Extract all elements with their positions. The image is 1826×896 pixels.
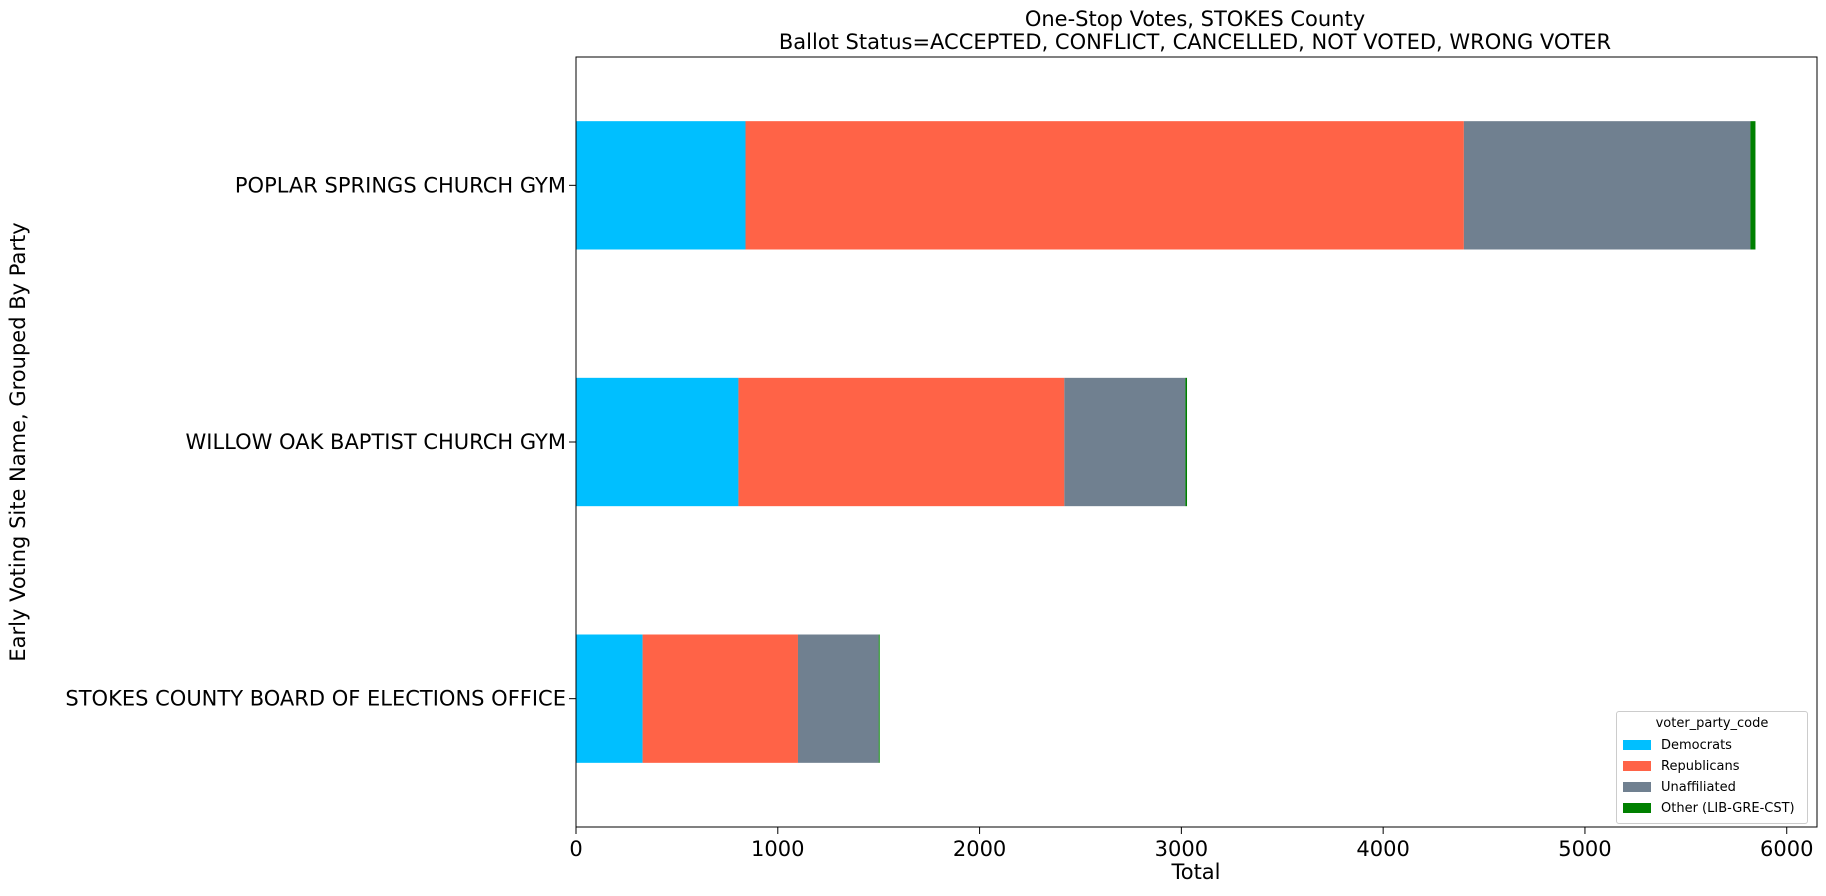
legend-label: Democrats: [1661, 737, 1732, 753]
bar-segment-other-lib-gre-cst-1: [1185, 377, 1188, 507]
bar-segment-unaffiliated-0: [1463, 121, 1751, 250]
chart-title: One-Stop Votes, STOKES County: [1025, 7, 1365, 31]
y-axis-label: Early Voting Site Name, Grouped By Party: [6, 222, 30, 661]
legend-label: Republicans: [1661, 758, 1740, 774]
y-tick-label: WILLOW OAK BAPTIST CHURCH GYM: [185, 430, 566, 454]
x-tick-label: 0: [569, 837, 582, 861]
legend: voter_party_code Democrats Republicans U…: [1616, 711, 1808, 824]
x-tick-label: 2000: [953, 837, 1006, 861]
legend-item-democrats: Democrats: [1623, 736, 1732, 754]
bar-segment-democrats-2: [576, 634, 643, 763]
legend-item-unaffiliated: Unaffiliated: [1623, 778, 1736, 796]
legend-swatch: [1623, 803, 1651, 813]
bar-segment-other-lib-gre-cst-0: [1750, 121, 1756, 250]
legend-label: Unaffiliated: [1661, 779, 1736, 795]
bar-segment-republicans-0: [745, 121, 1464, 250]
x-ticks: 0 1000 2000 3000 4000 5000 6000: [569, 827, 1813, 861]
x-tick-label: 1000: [751, 837, 804, 861]
bar-segment-democrats-1: [576, 377, 739, 507]
legend-title: voter_party_code: [1655, 716, 1769, 731]
bar-segment-republicans-2: [642, 634, 798, 763]
chart-subtitle: Ballot Status=ACCEPTED, CONFLICT, CANCEL…: [779, 30, 1611, 54]
x-tick-label: 4000: [1356, 837, 1409, 861]
bar-segment-unaffiliated-1: [1064, 377, 1186, 507]
bars-layer: [576, 121, 1756, 763]
legend-swatch: [1623, 782, 1651, 792]
bar-segment-democrats-0: [576, 121, 746, 250]
y-ticks: POPLAR SPRINGS CHURCH GYM WILLOW OAK BAPT…: [65, 173, 576, 711]
y-tick-label: POPLAR SPRINGS CHURCH GYM: [235, 173, 566, 197]
y-tick-label: STOKES COUNTY BOARD OF ELECTIONS OFFICE: [65, 687, 566, 711]
legend-item-other: Other (LIB-GRE-CST): [1623, 799, 1795, 817]
legend-swatch: [1623, 761, 1651, 771]
x-tick-label: 5000: [1558, 837, 1611, 861]
legend-swatch: [1623, 740, 1651, 750]
legend-item-republicans: Republicans: [1623, 757, 1740, 775]
legend-label: Other (LIB-GRE-CST): [1661, 800, 1795, 816]
x-axis-label: Total: [1170, 860, 1220, 884]
bar-segment-unaffiliated-2: [797, 634, 879, 763]
x-tick-label: 6000: [1760, 837, 1813, 861]
x-tick-label: 3000: [1155, 837, 1208, 861]
bar-segment-republicans-1: [738, 377, 1065, 507]
bar-segment-other-lib-gre-cst-2: [878, 634, 880, 763]
